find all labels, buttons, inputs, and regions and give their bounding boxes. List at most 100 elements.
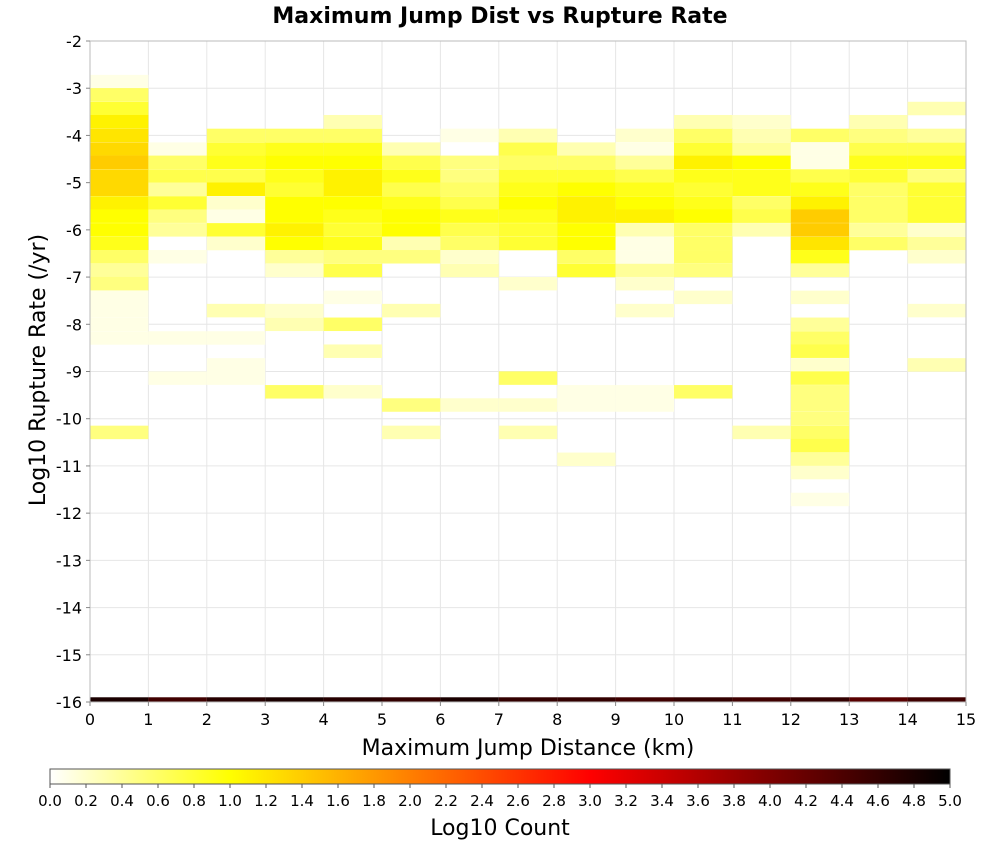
colorbar-tick-label: 3.2 [614,792,638,810]
colorbar-tick-label: 5.0 [938,792,962,810]
heatmap-cell [206,358,266,372]
y-tick-label: -10 [56,410,82,429]
heatmap-cell [498,155,558,170]
heatmap-cell [90,182,149,196]
colorbar-label: Log10 Count [430,816,570,841]
colorbar-tick-label: 3.0 [578,792,602,810]
heatmap-cell [557,209,616,223]
heatmap-cell [907,101,966,116]
heatmap-cell [849,128,908,143]
heatmap-cell [265,236,324,251]
heatmap-cell [790,425,850,440]
heatmap-cell [382,169,441,183]
heatmap-cell [849,155,908,170]
heatmap-cell [674,114,733,129]
heatmap-cell [557,250,616,264]
heatmap-cell [206,331,266,345]
heatmap-cell [732,114,791,129]
y-tick-label: -2 [66,32,82,51]
heatmap-cell [790,411,850,426]
heatmap-cell [790,290,850,305]
x-tick-label: 15 [956,710,976,729]
heatmap-cell [790,331,850,345]
y-axis-label: Log10 Rupture Rate (/yr) [26,234,51,506]
heatmap-cell [382,398,441,412]
heatmap-cell [790,155,850,170]
heatmap-cell [849,209,908,223]
heatmap-cell [206,697,266,702]
heatmap-cell [498,209,558,223]
heatmap-cell [849,223,908,237]
heatmap-cell [849,697,908,702]
heatmap-cell [323,250,382,264]
heatmap-cell [498,196,558,210]
heatmap-cell [849,169,908,183]
heatmap-cell [907,142,966,156]
heatmap-cell [615,398,674,412]
heatmap-cell [674,385,733,399]
heatmap-cell [790,438,850,453]
y-tick-label: -16 [56,693,82,712]
heatmap-cell [90,128,149,143]
heatmap-cell [732,182,791,196]
colorbar-tick-label: 2.2 [434,792,458,810]
heatmap-cell [790,223,850,237]
heatmap-cell [732,196,791,210]
heatmap-cell [498,398,558,412]
colorbar-tick-label: 0.0 [38,792,62,810]
heatmap-cell [90,142,149,156]
heatmap-cell [206,142,266,156]
colorbar-tick-label: 1.2 [254,792,278,810]
colorbar-tick-label: 3.6 [686,792,710,810]
heatmap-cell [498,142,558,156]
y-tick-label: -13 [56,551,82,570]
heatmap-cell [557,142,616,156]
x-tick-label: 12 [781,710,801,729]
heatmap-cell [674,290,733,305]
heatmap-cell [615,196,674,210]
heatmap-cell [265,169,324,183]
heatmap-cell [790,236,850,251]
heatmap-cell [615,263,674,278]
y-tick-label: -9 [66,363,82,382]
heatmap-cell [90,290,149,305]
colorbar-tick-label: 4.8 [902,792,926,810]
heatmap-cell [206,169,266,183]
heatmap-cell [557,155,616,170]
heatmap-cell [907,303,966,318]
heatmap-cell [323,263,382,278]
heatmap-cell [265,209,324,223]
heatmap-cell [90,196,149,210]
heatmap-cell [206,236,266,251]
heatmap-cell [907,155,966,170]
heatmap-cell [206,223,266,237]
heatmap-cell [674,209,733,223]
colorbar-tick-label: 0.6 [146,792,170,810]
heatmap-cell [790,344,850,358]
heatmap-cell [790,196,850,210]
chart-title: Maximum Jump Dist vs Rupture Rate [272,4,727,29]
heatmap-cell [323,196,382,210]
heatmap-cell [90,276,149,291]
x-tick-label: 2 [202,710,212,729]
heatmap-cell [382,155,441,170]
heatmap-cell [498,697,558,702]
heatmap-cell [382,142,441,156]
x-tick-label: 7 [494,710,504,729]
axis-ticks: 0 1 2 3 4 5 6 7 8 9 10 11 12 13 14 15-2-3-4-5-6-7-8-9-1… [56,32,976,729]
heatmap-cell [498,169,558,183]
heatmap-cell [206,128,266,143]
y-tick-label: -12 [56,504,82,523]
heatmap-cell [790,263,850,278]
colorbar-tick-label: 0.4 [110,792,134,810]
heatmap-cell [498,371,558,385]
colorbar-tick-label: 3.4 [650,792,674,810]
heatmap-cell [148,371,207,385]
heatmap-cell [732,169,791,183]
heatmap-cell [790,250,850,264]
heatmap-cell [849,142,908,156]
heatmap-cell [265,303,324,318]
colorbar-tick-label: 4.0 [758,792,782,810]
heatmap-cell [206,196,266,210]
heatmap-cell [265,263,324,278]
